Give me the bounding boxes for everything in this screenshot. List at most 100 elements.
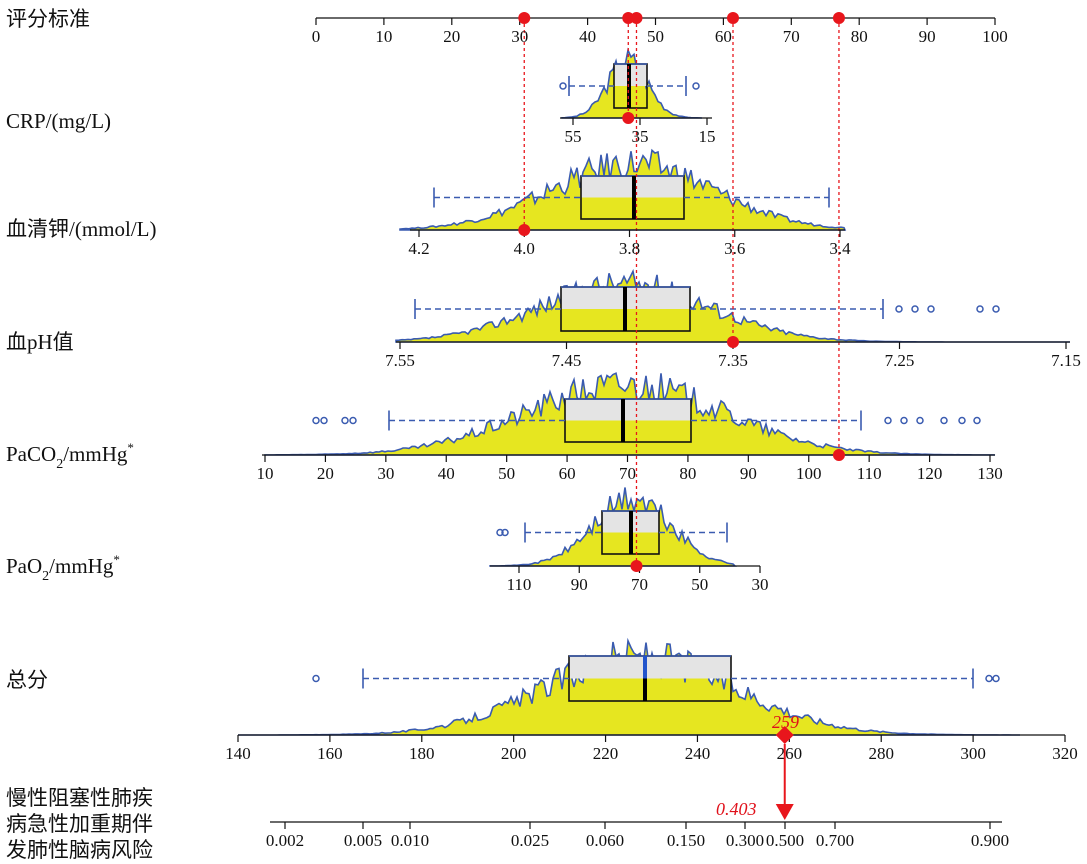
outlier-paco2-5 bbox=[900, 416, 908, 425]
tick-label-paco2-5: 60 bbox=[559, 464, 576, 483]
tick-label-risk-2: 0.010 bbox=[391, 831, 429, 850]
tick-label-pao2-3: 50 bbox=[691, 575, 708, 594]
points-marker-pao2 bbox=[630, 12, 643, 24]
tick-label-ph-0: 7.55 bbox=[385, 351, 415, 370]
tick-label-points-1: 10 bbox=[375, 27, 392, 46]
outlier-ph-2 bbox=[927, 305, 935, 313]
tick-label-pao2-1: 90 bbox=[571, 575, 588, 594]
tick-label-k-1: 4.0 bbox=[514, 239, 535, 258]
tick-label-points-3: 30 bbox=[511, 27, 528, 46]
tick-label-k-2: 3.8 bbox=[619, 239, 640, 258]
tick-label-paco2-7: 80 bbox=[679, 464, 696, 483]
outlier-total-1 bbox=[985, 674, 993, 683]
tick-label-total-8: 300 bbox=[960, 744, 986, 763]
outlier-ph-1 bbox=[911, 305, 919, 313]
guide-lines-layer bbox=[523, 18, 840, 566]
tick-label-paco2-10: 110 bbox=[857, 464, 882, 483]
label-paco2-sup: * bbox=[127, 440, 134, 455]
tick-label-risk-1: 0.005 bbox=[344, 831, 382, 850]
tick-label-points-0: 0 bbox=[312, 27, 321, 46]
patient-point-crp bbox=[622, 112, 635, 124]
label-ph: 血pH值 bbox=[6, 330, 74, 354]
label-paco2: PaCO2/mmHg* bbox=[6, 440, 134, 472]
points-marker-ph bbox=[727, 12, 739, 24]
points-marker-k bbox=[518, 12, 531, 24]
outlier-ph-0 bbox=[895, 305, 903, 313]
labels-layer: 评分标准 CRP/(mg/L) 血清钾/(mmol/L) 血pH值 PaCO2/… bbox=[6, 7, 157, 862]
tick-label-points-5: 50 bbox=[647, 27, 664, 46]
label-paco2-sub: 2 bbox=[56, 457, 63, 472]
outlier-pao2-0 bbox=[496, 528, 504, 537]
tick-label-risk-6: 0.300 bbox=[726, 831, 764, 850]
tick-label-risk-3: 0.025 bbox=[511, 831, 549, 850]
outlier-paco2-9 bbox=[973, 416, 981, 425]
label-total: 总分 bbox=[6, 668, 48, 692]
label-pao2-main: PaO bbox=[6, 554, 42, 578]
tick-label-points-10: 100 bbox=[982, 27, 1008, 46]
tick-label-ph-4: 7.15 bbox=[1051, 351, 1081, 370]
tick-label-ph-1: 7.45 bbox=[552, 351, 582, 370]
tick-label-paco2-4: 50 bbox=[498, 464, 515, 483]
tick-label-total-3: 200 bbox=[501, 744, 527, 763]
tick-label-paco2-11: 120 bbox=[917, 464, 943, 483]
tick-label-total-4: 220 bbox=[593, 744, 619, 763]
tick-label-paco2-9: 100 bbox=[796, 464, 822, 483]
total-score-marker bbox=[775, 726, 794, 744]
label-potassium: 血清钾/(mmol/L) bbox=[6, 217, 157, 241]
tick-label-crp-1: 35 bbox=[632, 127, 649, 146]
label-risk-line-3: 发肺性脑病风险 bbox=[6, 838, 153, 862]
tick-label-pao2-4: 30 bbox=[752, 575, 769, 594]
tick-label-points-6: 60 bbox=[715, 27, 732, 46]
tick-label-paco2-1: 20 bbox=[317, 464, 334, 483]
tick-label-ph-3: 7.25 bbox=[885, 351, 915, 370]
tick-label-points-8: 80 bbox=[851, 27, 868, 46]
outlier-paco2-2 bbox=[341, 416, 349, 425]
outlier-paco2-1 bbox=[320, 416, 328, 425]
tick-label-total-1: 160 bbox=[317, 744, 343, 763]
density-layer bbox=[238, 47, 1070, 736]
outlier-paco2-3 bbox=[349, 416, 357, 425]
box-upper-total bbox=[569, 656, 731, 679]
tick-label-risk-8: 0.700 bbox=[816, 831, 854, 850]
outlier-ph-4 bbox=[992, 305, 1000, 313]
tick-label-pao2-0: 110 bbox=[507, 575, 532, 594]
outlier-paco2-7 bbox=[940, 416, 948, 425]
tick-label-points-9: 90 bbox=[919, 27, 936, 46]
tick-label-risk-5: 0.150 bbox=[667, 831, 705, 850]
outlier-crp-0 bbox=[559, 82, 567, 90]
tick-label-risk-0: 0.002 bbox=[266, 831, 304, 850]
label-pao2-sup: * bbox=[113, 552, 120, 567]
tick-label-total-9: 320 bbox=[1052, 744, 1078, 763]
tick-label-total-7: 280 bbox=[868, 744, 894, 763]
outlier-paco2-8 bbox=[958, 416, 966, 425]
tick-label-paco2-6: 70 bbox=[619, 464, 636, 483]
points-marker-paco2 bbox=[832, 12, 845, 24]
risk-arrow-head bbox=[775, 804, 794, 820]
tick-label-total-2: 180 bbox=[409, 744, 435, 763]
tick-label-risk-9: 0.900 bbox=[971, 831, 1009, 850]
label-paco2-rest: /mmHg bbox=[63, 442, 128, 466]
tick-label-paco2-0: 10 bbox=[257, 464, 274, 483]
label-pao2-sub: 2 bbox=[42, 569, 49, 584]
tick-label-paco2-2: 30 bbox=[377, 464, 394, 483]
tick-label-k-4: 3.4 bbox=[829, 239, 851, 258]
tick-label-risk-4: 0.060 bbox=[586, 831, 624, 850]
tick-label-crp-2: 15 bbox=[699, 127, 716, 146]
tick-label-total-6: 260 bbox=[777, 744, 803, 763]
outlier-total-0 bbox=[312, 674, 320, 683]
label-risk-line-2: 病急性加重期伴 bbox=[6, 812, 153, 836]
total-score-annotation: 259 bbox=[772, 712, 799, 732]
tick-label-pao2-2: 70 bbox=[631, 575, 648, 594]
tick-label-paco2-8: 90 bbox=[740, 464, 757, 483]
outlier-crp-1 bbox=[692, 82, 700, 90]
tick-label-risk-7: 0.500 bbox=[766, 831, 804, 850]
label-points: 评分标准 bbox=[6, 7, 90, 31]
tick-label-points-2: 20 bbox=[443, 27, 460, 46]
tick-label-total-5: 240 bbox=[685, 744, 711, 763]
outlier-pao2-1 bbox=[501, 528, 509, 537]
axes-layer: 0 10 20 30 40 50 60 70 80 90 100 55 35 15 4.2 4.0 3.8 3.6… bbox=[225, 17, 1081, 850]
patient-point-ph bbox=[727, 336, 739, 348]
tick-label-k-3: 3.6 bbox=[724, 239, 745, 258]
tick-label-paco2-12: 130 bbox=[977, 464, 1003, 483]
